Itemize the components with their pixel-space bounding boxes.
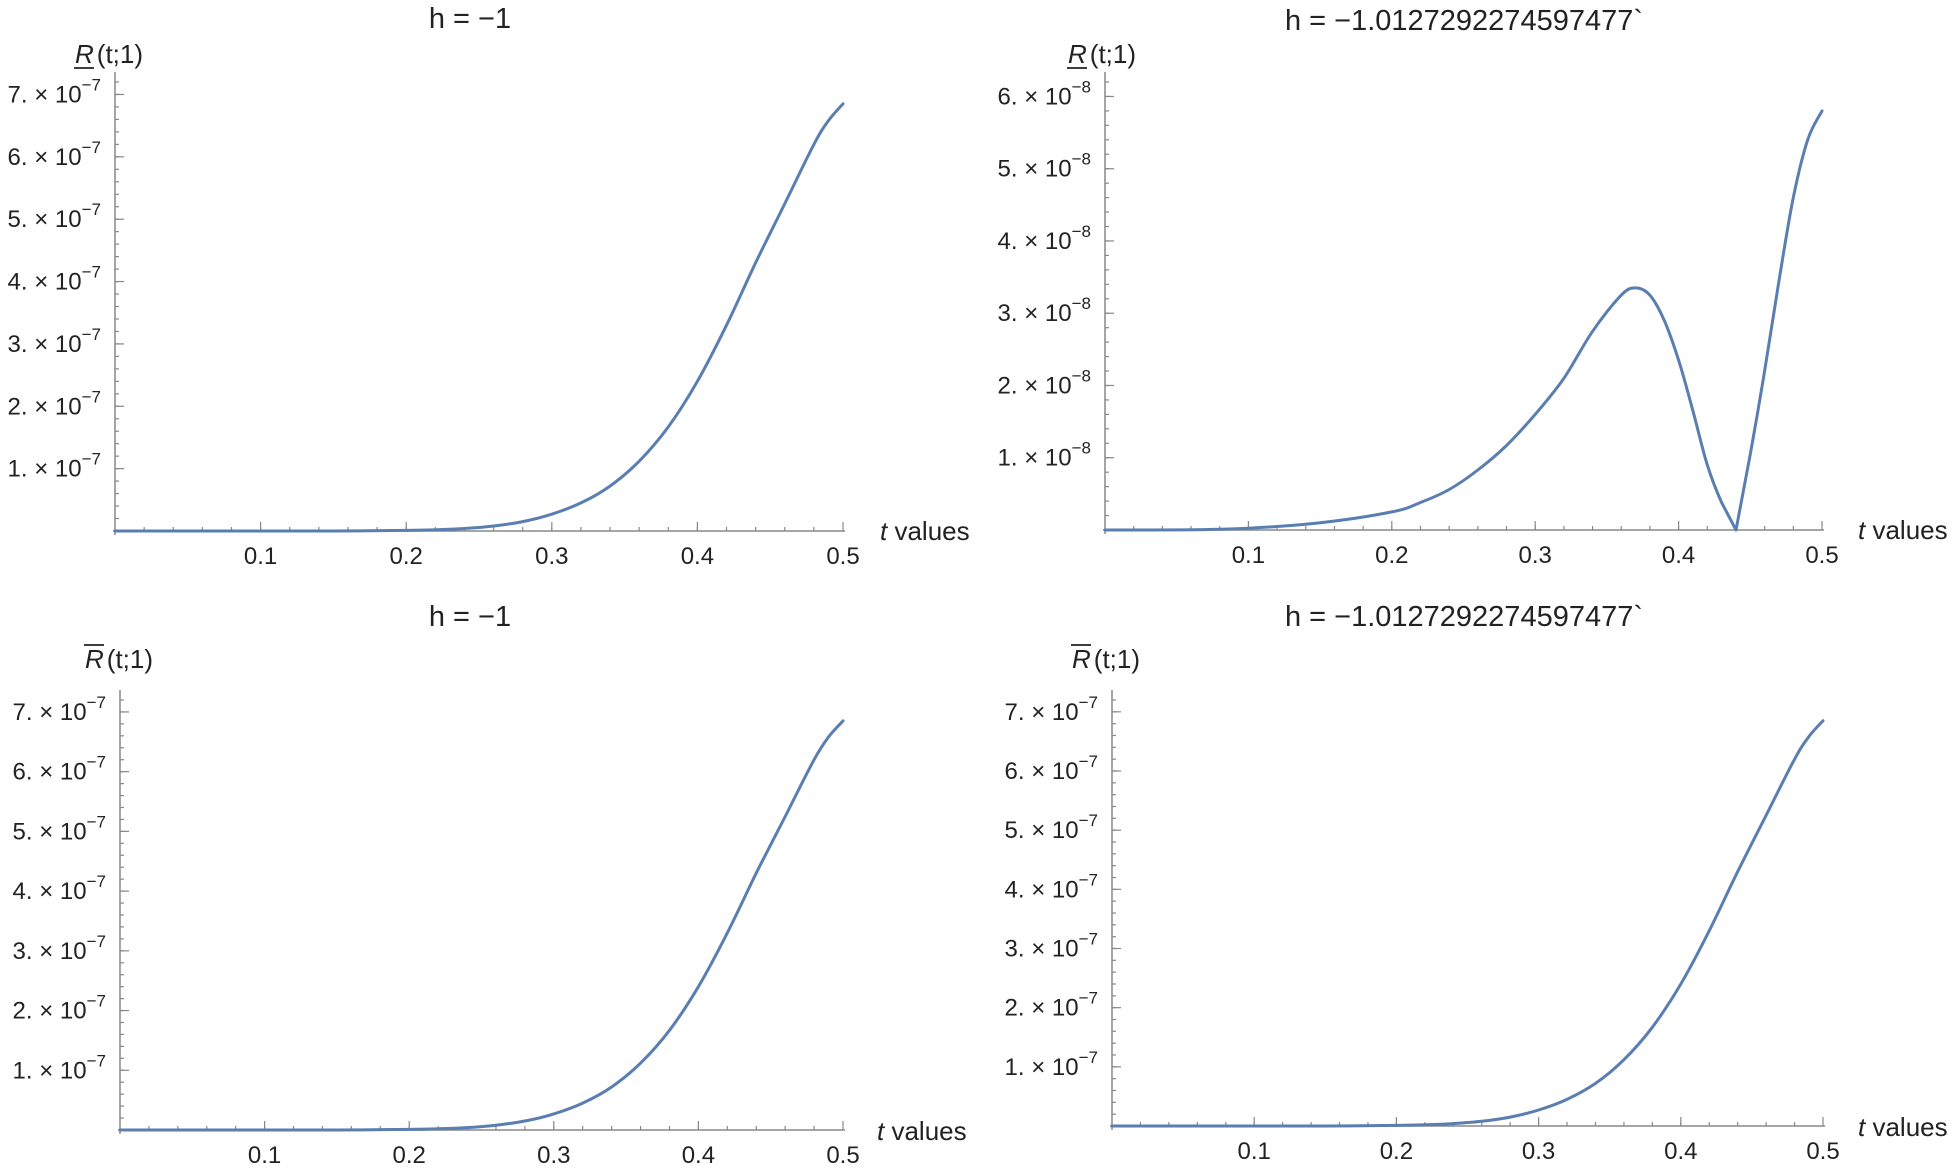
series-line bbox=[1103, 109, 1824, 532]
x-tick-label: 0.4 bbox=[1664, 1138, 1697, 1165]
y-tick-label: 4. × 10−7 bbox=[8, 263, 101, 296]
x-tick-label: 0.2 bbox=[1375, 542, 1408, 569]
y-tick-label: 3. × 10−7 bbox=[13, 932, 106, 965]
x-tick-label: 0.3 bbox=[537, 1142, 570, 1168]
y-tick-label: 3. × 10−8 bbox=[998, 294, 1091, 327]
y-tick-label: 4. × 10−7 bbox=[13, 872, 106, 905]
chart-title: h = −1.0127292274597477` bbox=[1285, 5, 1643, 37]
x-tick-label: 0.3 bbox=[1519, 542, 1552, 569]
y-tick-label: 1. × 10−7 bbox=[13, 1051, 106, 1084]
y-tick-label: 6. × 10−7 bbox=[13, 753, 106, 786]
y-tick-label: 2. × 10−7 bbox=[13, 992, 106, 1025]
x-tick-label: 0.2 bbox=[1380, 1138, 1413, 1165]
y-tick-label: 4. × 10−8 bbox=[998, 222, 1091, 255]
x-axis-label: t values bbox=[1858, 1112, 1948, 1142]
series-line bbox=[118, 719, 845, 1132]
y-tick-label: 6. × 10−7 bbox=[8, 138, 101, 171]
chart-title: h = −1.0127292274597477` bbox=[1285, 601, 1643, 633]
y-tick-label: 2. × 10−8 bbox=[998, 366, 1091, 399]
chart-panel-4: 0.1 0.2 0.3 0.4 0.5 1. × 10−7 2. × 10−7 3. × 10… bbox=[1005, 601, 1948, 1165]
y-axis-label: R (t;1) bbox=[75, 39, 143, 69]
x-tick-label: 0.2 bbox=[393, 1142, 426, 1168]
x-tick-label: 0.5 bbox=[1805, 542, 1838, 569]
y-tick-label: 3. × 10−7 bbox=[1005, 930, 1098, 963]
x-tick-label: 0.1 bbox=[1238, 1138, 1271, 1165]
series-line bbox=[113, 102, 845, 533]
x-tick-label: 0.4 bbox=[1662, 542, 1695, 569]
y-tick-label: 5. × 10−7 bbox=[13, 812, 106, 845]
chart-panel-1: 0.1 0.2 0.3 0.4 0.5 1. × 10−7 2. × 10−7 3. × 10… bbox=[8, 3, 970, 570]
x-tick-label: 0.1 bbox=[248, 1142, 281, 1168]
y-axis-label: R (t;1) bbox=[1068, 39, 1136, 69]
x-axis-label: t values bbox=[877, 1116, 967, 1146]
y-tick-label: 4. × 10−7 bbox=[1005, 870, 1098, 903]
y-tick-label: 7. × 10−7 bbox=[8, 75, 101, 108]
x-tick-label: 0.3 bbox=[1522, 1138, 1555, 1165]
chart-title: h = −1 bbox=[429, 601, 511, 633]
y-tick-label: 1. × 10−7 bbox=[8, 450, 101, 483]
y-tick-label: 5. × 10−8 bbox=[998, 150, 1091, 183]
y-axis-label: R (t;1) bbox=[85, 644, 153, 674]
x-tick-label: 0.4 bbox=[682, 1142, 715, 1168]
x-tick-label: 0.1 bbox=[244, 543, 277, 570]
x-tick-label: 0.5 bbox=[826, 543, 859, 570]
x-axis-label: t values bbox=[1858, 515, 1948, 545]
y-tick-label: 7. × 10−7 bbox=[1005, 693, 1098, 726]
y-tick-label: 6. × 10−8 bbox=[998, 77, 1091, 110]
x-tick-label: 0.3 bbox=[535, 543, 568, 570]
x-tick-label: 0.5 bbox=[1806, 1138, 1839, 1165]
y-tick-label: 1. × 10−7 bbox=[1005, 1048, 1098, 1081]
x-axis-label: t values bbox=[880, 516, 970, 546]
x-tick-label: 0.1 bbox=[1232, 542, 1265, 569]
x-tick-label: 0.4 bbox=[681, 543, 714, 570]
y-tick-label: 5. × 10−7 bbox=[8, 200, 101, 233]
x-tick-label: 0.5 bbox=[826, 1142, 859, 1168]
series-line bbox=[1110, 719, 1825, 1128]
y-tick-label: 7. × 10−7 bbox=[13, 693, 106, 726]
y-tick-label: 2. × 10−7 bbox=[8, 387, 101, 420]
y-axis-label: R (t;1) bbox=[1072, 644, 1140, 674]
chart-panel-3: 0.1 0.2 0.3 0.4 0.5 1. × 10−7 2. × 10−7 3. × 10… bbox=[13, 601, 967, 1168]
chart-panel-2: 0.1 0.2 0.3 0.4 0.5 1. × 10−8 2. × 10−8 3. × 10… bbox=[998, 5, 1948, 569]
y-tick-label: 3. × 10−7 bbox=[8, 325, 101, 358]
chart-title: h = −1 bbox=[429, 3, 511, 35]
y-tick-label: 6. × 10−7 bbox=[1005, 752, 1098, 785]
y-tick-label: 1. × 10−8 bbox=[998, 439, 1091, 472]
y-tick-label: 5. × 10−7 bbox=[1005, 811, 1098, 844]
y-tick-label: 2. × 10−7 bbox=[1005, 989, 1098, 1022]
x-tick-label: 0.2 bbox=[390, 543, 423, 570]
